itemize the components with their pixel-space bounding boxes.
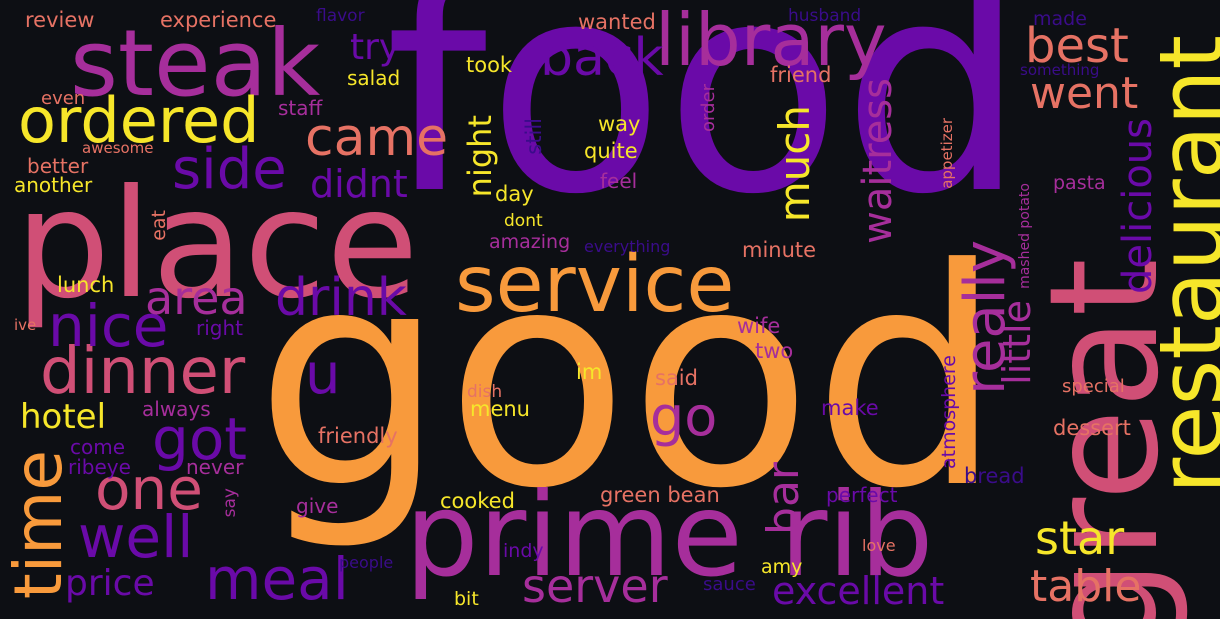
word-never: never [186,455,244,479]
word-night: night [461,115,499,198]
word-price: price [65,563,155,604]
word-ordered: ordered [18,84,260,157]
word-came: came [305,108,449,168]
word-order: order [698,84,719,132]
word-menu: menu [470,397,530,421]
word-always: always [142,397,211,421]
word-meal: meal [205,545,349,613]
word-wanted: wanted [578,10,656,34]
word-even: even [41,88,86,109]
word-dinner: dinner [40,335,246,409]
word-another: another [14,173,93,197]
word-bread: bread [964,464,1025,488]
word-dish: dish [467,382,503,402]
word-bar: bar [758,462,809,535]
word-dessert: dessert [1053,416,1131,440]
word-steak: steak [70,10,321,117]
word-drink: drink [275,268,407,328]
word-way: way [598,112,641,136]
word-bit: bit [454,588,479,610]
word-place: place [15,158,419,332]
word-side: side [172,137,287,202]
word-nice: nice [48,292,169,360]
word-much: much [770,105,819,223]
word-appetizer: appetizer [938,118,956,189]
word-mashed-potato: mashed potato [1017,183,1033,289]
word-people: people [339,553,394,572]
word-ive: ive [14,316,37,334]
word-library: library [655,0,887,82]
word-area: area [145,271,248,325]
word-atmosphere: atmosphere [938,355,960,469]
word-minute: minute [742,238,817,262]
word-day: day [495,182,534,206]
word-didnt: didnt [310,162,408,206]
word-back: back [540,28,664,88]
word-right: right [196,316,243,340]
word-one: one [95,455,203,523]
word-love: love [862,536,896,555]
word-table: table [1030,561,1142,612]
word-perfect: perfect [826,483,898,507]
word-eat: eat [148,210,170,241]
word-feel: feel [600,169,638,193]
word-experience: experience [160,8,277,32]
word-said: said [655,366,698,390]
word-indy: indy [503,540,544,562]
word-friend: friend [770,63,832,87]
word-dont: dont [504,211,543,231]
word-u: u [305,342,341,407]
word-made: made [1033,8,1087,30]
word-star: star [1035,511,1125,565]
word-try: try [350,27,401,68]
word-hotel: hotel [20,397,107,437]
word-well: well [78,503,194,571]
word-server: server [522,559,668,613]
word-took: took [466,53,513,77]
word-green-bean: green bean [600,483,720,507]
word-good: good [255,205,1003,554]
word-make: make [821,396,879,420]
word-go: go [650,385,718,448]
word-wife: wife [737,314,781,338]
word-amy: amy [761,556,803,578]
word-best: best [1025,18,1129,74]
word-still: still [522,118,546,155]
word-got: got [152,405,248,473]
word-went: went [1030,68,1139,119]
word-excellent: excellent [772,569,945,613]
word-service: service [455,240,735,330]
word-special: special [1062,376,1125,397]
word-im: im [576,360,603,384]
word-awesome: awesome [82,139,154,157]
word-ribeye: ribeye [68,455,131,479]
word-give: give [296,494,339,518]
word-little: little [995,300,1039,385]
word-cooked: cooked [440,489,515,513]
word-come: come [70,435,126,459]
word-prime-rib: prime rib [405,468,934,603]
word-two: two [755,339,794,363]
word-pasta: pasta [1053,172,1106,194]
word-salad: salad [347,66,401,90]
word-food: food [385,0,1027,258]
word-time: time [0,450,77,600]
word-say: say [220,488,240,518]
word-sauce: sauce [703,574,756,595]
word-delicious: delicious [1115,118,1161,294]
word-waitress: waitress [855,78,901,244]
word-something: something [1020,61,1100,79]
word-everything: everything [584,237,671,256]
word-flavor: flavor [316,6,365,26]
word-husband: husband [788,6,862,26]
word-lunch: lunch [57,273,115,297]
word-review: review [25,8,95,32]
word-staff: staff [278,96,323,120]
word-amazing: amazing [489,231,571,253]
word-friendly: friendly [318,424,398,448]
word-quite: quite [584,139,638,163]
word-better: better [27,154,89,178]
